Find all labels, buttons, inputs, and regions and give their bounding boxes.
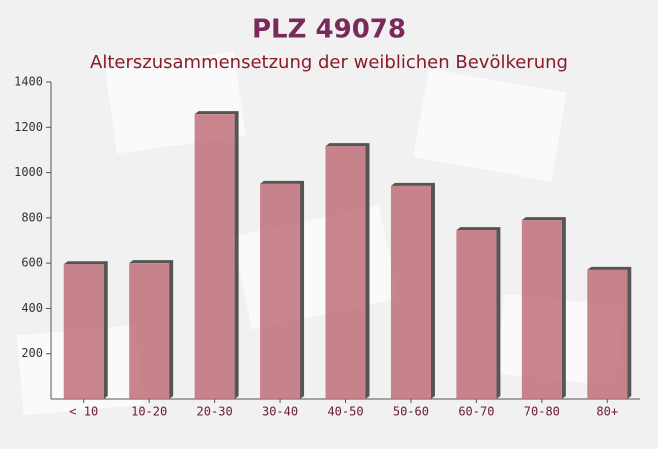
bar <box>390 185 431 399</box>
chart-subtitle: Alterszusammensetzung der weiblichen Bev… <box>90 52 568 73</box>
bar <box>63 264 104 399</box>
x-tick-label: 40-50 <box>327 405 363 419</box>
y-tick-label: 600 <box>21 256 43 270</box>
y-tick-label: 1200 <box>14 120 43 134</box>
y-tick-label: 200 <box>21 346 43 360</box>
bar <box>260 183 301 399</box>
bar <box>456 230 497 399</box>
x-tick-label: 80+ <box>596 405 618 419</box>
bar <box>325 146 366 399</box>
y-tick-label: 1000 <box>14 165 43 179</box>
x-tick-label: 70-80 <box>524 405 560 419</box>
chart-title: PLZ 49078 <box>252 15 406 45</box>
y-tick-label: 400 <box>21 301 43 315</box>
y-tick-label: 1400 <box>14 75 43 89</box>
bar <box>587 269 628 399</box>
x-tick-label: 50-60 <box>393 405 429 419</box>
x-tick-label: < 10 <box>69 405 98 419</box>
x-tick-label: 10-20 <box>131 405 167 419</box>
bar <box>521 220 562 399</box>
bar <box>194 114 235 399</box>
x-tick-label: 20-30 <box>197 405 233 419</box>
x-tick-label: 30-40 <box>262 405 298 419</box>
x-tick-label: 60-70 <box>458 405 494 419</box>
bar <box>129 263 170 399</box>
y-tick-label: 800 <box>21 210 43 224</box>
